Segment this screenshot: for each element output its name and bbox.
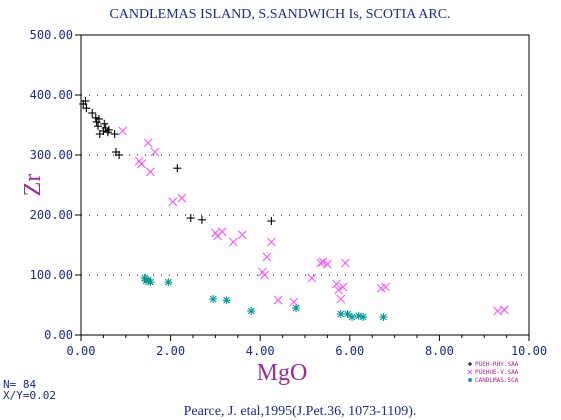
data-point [164,278,173,287]
data-point [81,97,90,105]
y-tick-label: 0.00 [44,328,73,342]
data-point [260,270,270,280]
data-point [94,115,103,123]
legend-marker [467,369,473,375]
data-point [104,125,113,134]
data-point [379,313,388,321]
data-point [146,167,155,177]
data-point [247,307,256,315]
data-point [262,252,272,262]
data-point [228,237,238,247]
legend-marker [468,378,472,382]
data-point [115,151,124,159]
data-point [343,310,352,318]
data-point [307,273,317,283]
data-point [348,313,357,321]
data-point [222,296,231,305]
data-point [186,214,195,222]
data-point [197,215,206,224]
data-point [381,282,391,292]
data-point [273,295,283,305]
x-axis-label: MgO [257,360,308,386]
data-point [336,310,345,318]
data-point [88,109,97,117]
n-count: N= 84 [3,378,36,391]
x-tick-label: 6.00 [335,344,364,358]
axis-ticks: 0.00 100.00 200.00 300.00 400.00 500.00 0.00 2.… [30,28,547,358]
y-axis-label: Zr [20,174,46,197]
data-point [318,257,328,267]
data-point [336,294,346,304]
data-point [110,130,119,138]
y-tick-label: 500.00 [30,28,73,42]
x-tick-label: 4.00 [246,344,275,358]
data-point [359,313,368,321]
y-tick-label: 300.00 [30,148,73,162]
x-tick-label: 8.00 [425,344,454,358]
data-point [173,164,182,173]
chart-title: CANDLEMAS ISLAND, S.SANDWICH Is, SCOTIA … [109,7,450,22]
data-point [323,259,332,269]
data-point [150,147,160,157]
data-point [137,159,146,169]
legend-entry: PUEHUE-V.SAA [475,369,519,376]
data-point [267,217,276,225]
data-point [177,193,187,203]
data-point [267,237,276,247]
data-point [338,282,348,292]
legend-entry: CANDLMAS.SCA [475,377,519,384]
legend-entry: PUEH-RHY.SAA [475,361,519,368]
plot-frame [80,34,530,336]
y-tick-label: 100.00 [30,268,73,282]
data-point [94,122,103,131]
x-tick-label: 0.00 [67,344,96,358]
data-point [168,197,178,207]
y-tick-label: 400.00 [30,88,73,102]
data-point [340,258,350,268]
data-point [292,304,301,312]
data-point [82,104,91,113]
data-point [100,119,109,128]
data-point [217,227,227,237]
data-point [118,126,128,136]
data-point [209,295,218,303]
data-point [331,279,341,289]
x-tick-label: 10.00 [511,344,547,358]
x-tick-label: 2.00 [156,344,185,358]
data-point [499,305,509,315]
data-point [334,285,343,295]
data-points [79,97,509,321]
data-point [237,230,247,240]
data-point [146,278,155,287]
citation: Pearce, J. etal,1995(J.Pet.36, 1073-1109… [184,404,417,419]
data-point [289,297,299,307]
grid-lines [81,94,529,276]
data-point [143,138,153,148]
y-tick-label: 200.00 [30,208,73,222]
legend-marker [468,362,472,366]
xy-ratio: X/Y=0.02 [3,389,56,402]
